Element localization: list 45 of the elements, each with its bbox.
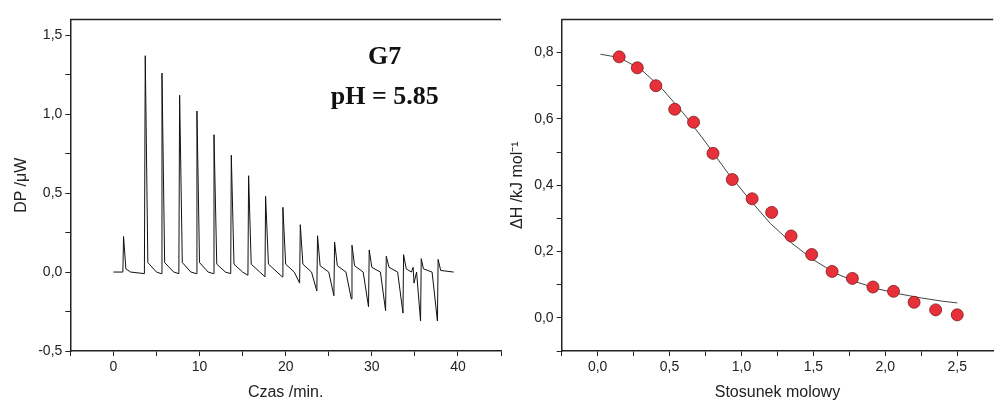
y-tick-label: 0,8 [534, 43, 554, 60]
x-tick-label: 40 [450, 358, 466, 375]
point [805, 248, 819, 261]
y-tick-label: 0,5 [42, 183, 63, 200]
annotation: pH = 5.85 [330, 81, 439, 111]
point [907, 295, 921, 309]
y-axis-title: ΔH /kJ mol⁻¹ [508, 141, 526, 230]
x-tick-label: 20 [277, 358, 294, 375]
y-tick-label: 0,6 [534, 109, 554, 126]
x-axis-title: Czas /min. [247, 382, 324, 400]
y-tick-label: 0,0 [534, 308, 554, 325]
x-tick-label: 1,0 [731, 358, 752, 375]
y-tick-label: 0,0 [42, 262, 63, 279]
point [825, 265, 839, 278]
point [706, 146, 720, 160]
point [845, 271, 859, 285]
y-axis-title: DP /μW [12, 156, 30, 213]
x-tick-label: 2,0 [875, 358, 896, 375]
point [668, 102, 682, 116]
point [630, 61, 644, 75]
point [887, 284, 900, 298]
x-tick-label: 2,5 [947, 358, 968, 375]
x-tick-label: 0,0 [587, 358, 608, 375]
y-tick-label: 0,4 [534, 176, 554, 193]
y-tick-label: 1,0 [42, 105, 63, 121]
y-tick-label: 1,5 [42, 26, 63, 43]
x-tick-label: 30 [364, 358, 380, 375]
x-tick-label: 0,5 [659, 358, 680, 375]
point [612, 50, 626, 64]
y-tick-label: -0,5 [38, 341, 63, 358]
x-tick-label: 10 [191, 358, 208, 375]
annotation: G7 [368, 41, 402, 71]
point [745, 192, 759, 206]
x-tick-label: 1,5 [803, 358, 824, 375]
x-axis-title: Stosunek molowy [714, 382, 841, 400]
y-tick-label: 0,2 [534, 242, 554, 259]
point [950, 308, 964, 322]
point [765, 205, 779, 219]
point [784, 229, 798, 243]
point [649, 79, 663, 93]
point [866, 280, 880, 294]
point [725, 173, 739, 186]
point [929, 303, 943, 317]
x-tick-label: 0 [109, 358, 118, 375]
point [687, 115, 700, 129]
